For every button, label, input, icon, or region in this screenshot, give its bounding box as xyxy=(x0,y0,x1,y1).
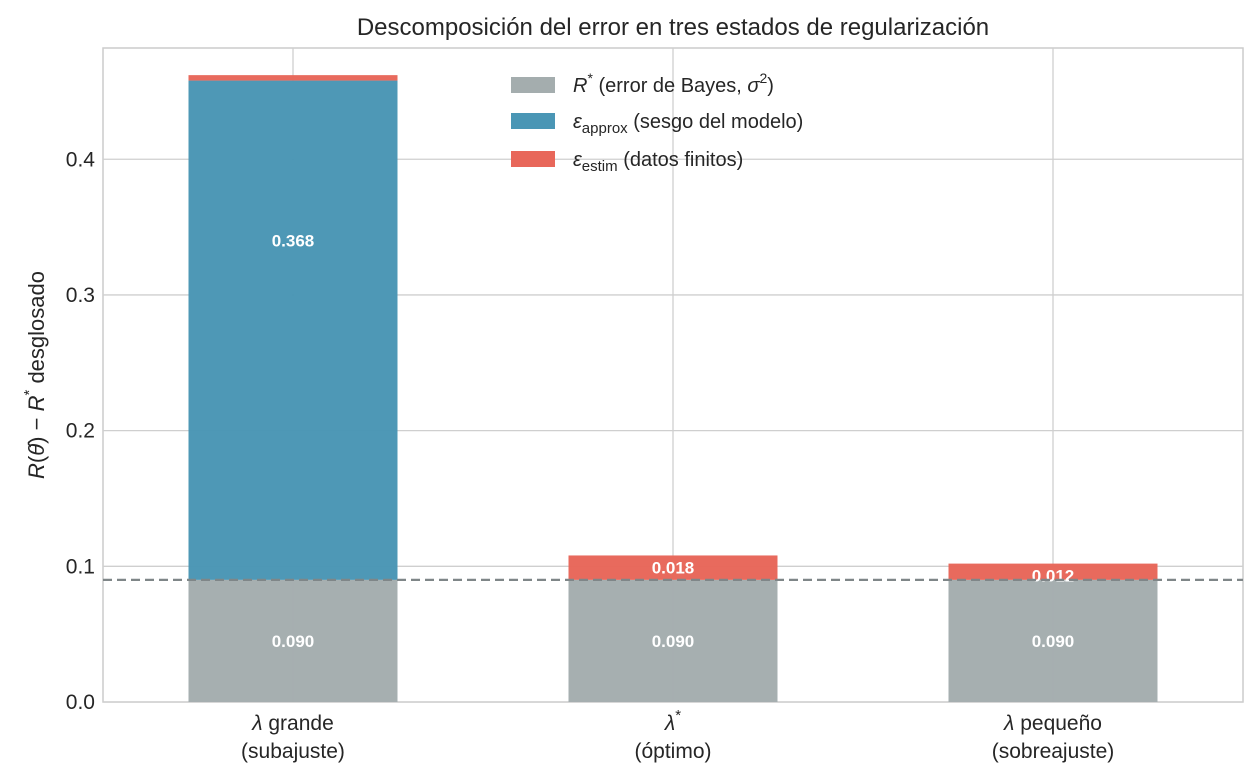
bar-segment xyxy=(568,579,778,702)
y-axis-label: R(θ̂) − R* desglosado xyxy=(21,271,49,479)
bar-segment xyxy=(948,563,1158,580)
bar-value-label: 0.018 xyxy=(652,558,695,577)
x-tick-label: λ pequeño xyxy=(1003,712,1102,735)
bar-value-label: 0.090 xyxy=(272,632,315,651)
legend-swatch xyxy=(511,113,555,129)
y-tick-label: 0.0 xyxy=(66,691,95,714)
x-tick-label: (óptimo) xyxy=(634,740,711,763)
legend-swatch xyxy=(511,151,555,167)
legend-entry: εestim (datos finitos) xyxy=(573,149,743,175)
x-tick-label: (sobreajuste) xyxy=(992,740,1115,763)
bar-segment xyxy=(188,579,398,702)
bar-value-label: 0.090 xyxy=(652,632,695,651)
y-tick-label: 0.2 xyxy=(66,420,95,443)
bar-segment xyxy=(568,555,778,580)
y-tick-label: 0.3 xyxy=(66,284,95,307)
bar-segment xyxy=(188,75,398,81)
bar-segment xyxy=(948,579,1158,702)
x-tick-label: λ grande xyxy=(251,712,334,735)
y-tick-label: 0.1 xyxy=(66,555,95,578)
bar-segment xyxy=(188,80,398,580)
chart-title: Descomposición del error en tres estados… xyxy=(357,14,989,41)
legend-entry: R* (error de Bayes, σ2) xyxy=(573,70,774,97)
legend-swatch xyxy=(511,77,555,93)
x-tick-label: (subajuste) xyxy=(241,740,345,763)
y-tick-label: 0.4 xyxy=(66,148,96,171)
plot-area: 0.0 0.1 0.2 0.3 0.4 0.090 0.368 0.090 0.018 0.090… xyxy=(21,47,1244,763)
bar-value-label: 0.012 xyxy=(1032,567,1075,586)
bar-value-label: 0.368 xyxy=(272,231,315,250)
bar-value-label: 0.090 xyxy=(1032,632,1075,651)
legend-entry: εapprox (sesgo del modelo) xyxy=(573,111,803,137)
x-tick-label: λ* xyxy=(664,707,681,735)
